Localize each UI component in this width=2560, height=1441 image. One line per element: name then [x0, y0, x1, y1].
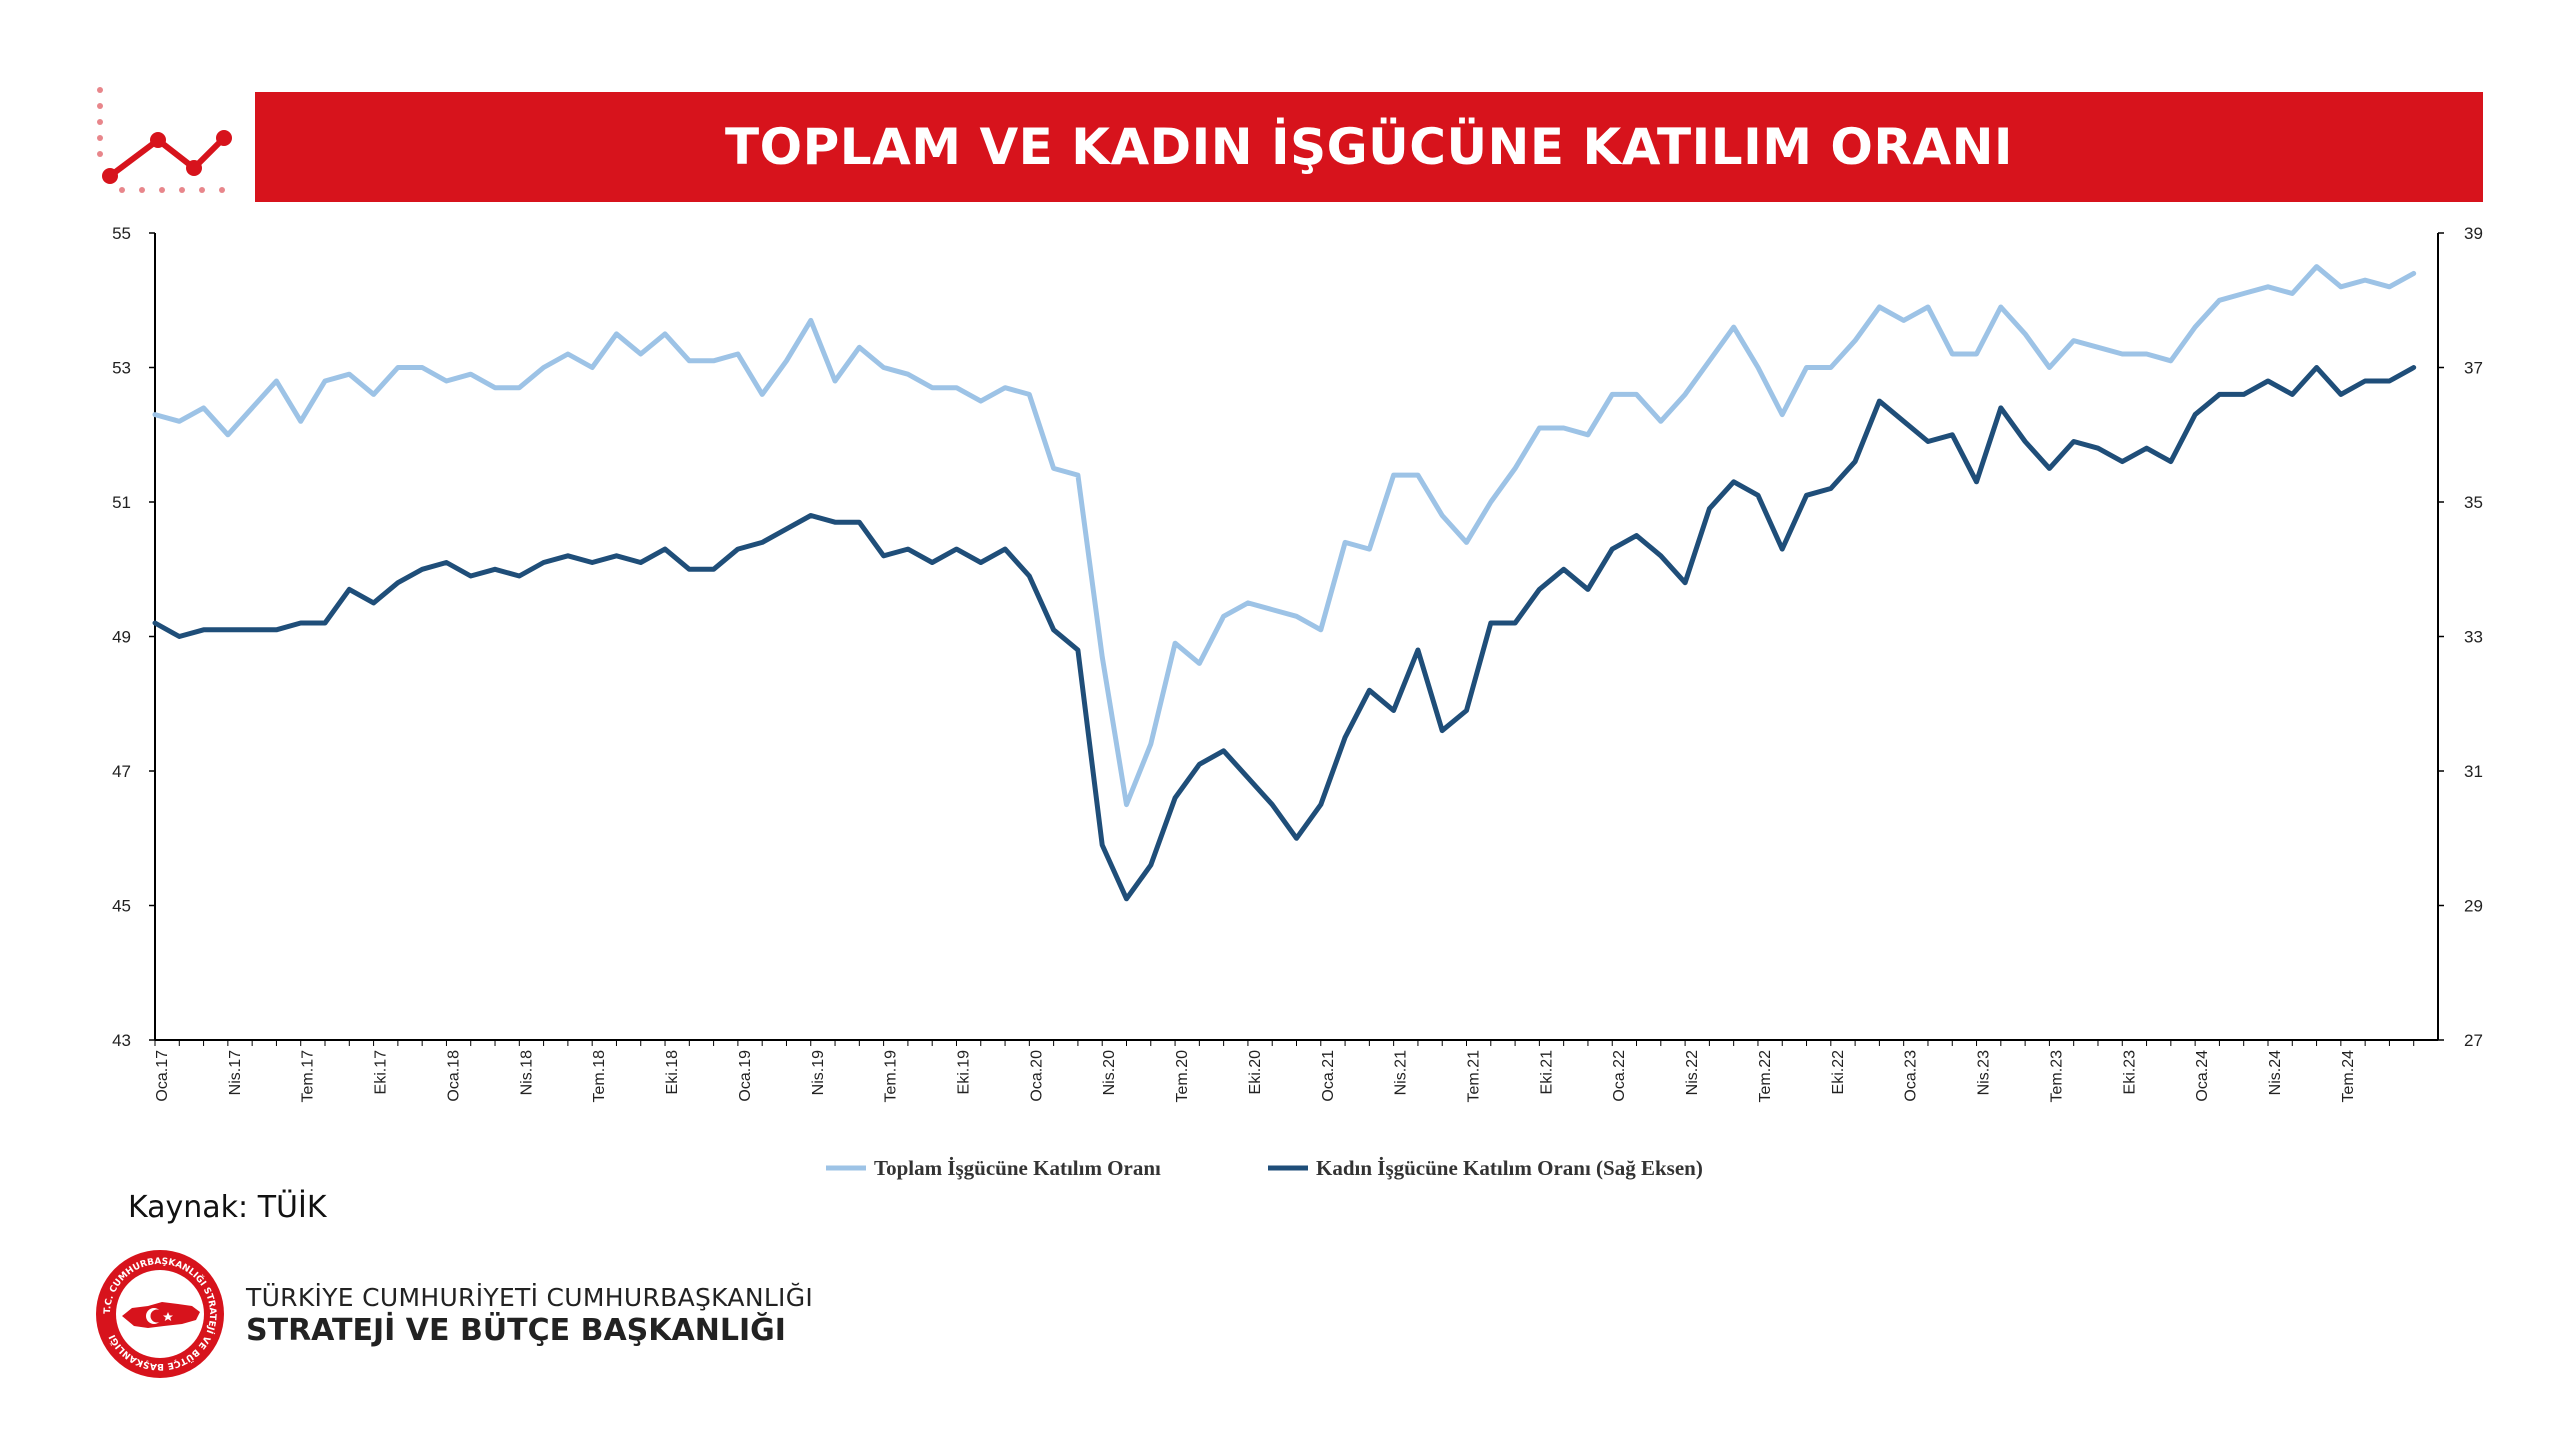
- right-tick-label: 33: [2464, 628, 2483, 647]
- source-note: Kaynak: TÜİK: [128, 1190, 327, 1225]
- right-tick-label: 39: [2464, 224, 2483, 243]
- x-tick-label: Tem.20: [1174, 1050, 1191, 1103]
- title-bar: TOPLAM VE KADIN İŞGÜCÜNE KATILIM ORANI: [255, 92, 2483, 202]
- right-tick-label: 31: [2464, 762, 2483, 781]
- x-tick-label: Tem.17: [300, 1050, 317, 1103]
- x-tick-label: Tem.22: [1757, 1050, 1774, 1103]
- x-tick-label: Tem.24: [2340, 1050, 2357, 1103]
- line-chart-icon: [97, 87, 232, 193]
- x-tick-label: Eki.21: [1538, 1050, 1555, 1095]
- x-tick-label: Eki.20: [1247, 1050, 1264, 1095]
- x-tick-label: Oca.24: [2194, 1050, 2211, 1102]
- left-tick-label: 53: [112, 359, 131, 378]
- org-name-line2: STRATEJİ VE BÜTÇE BAŞKANLIĞI: [246, 1313, 786, 1348]
- x-tick-label: Tem.23: [2048, 1050, 2065, 1103]
- x-tick-label: Nis.18: [518, 1050, 535, 1095]
- left-tick-label: 49: [112, 628, 131, 647]
- series-line-total: [152, 264, 2417, 808]
- x-tick-label: Eki.23: [2121, 1050, 2138, 1095]
- x-tick-label: Oca.19: [737, 1050, 754, 1102]
- x-tick-label: Eki.17: [373, 1050, 390, 1095]
- left-axis-ticks: 43 45 47 49 51 53 55: [112, 224, 155, 1050]
- x-tick-label: Oca.23: [1903, 1050, 1920, 1102]
- right-tick-label: 35: [2464, 493, 2483, 512]
- x-tick-label: Nis.24: [2267, 1050, 2284, 1095]
- x-tick-label: Tem.18: [591, 1050, 608, 1103]
- x-tick-label: Eki.22: [1830, 1050, 1847, 1095]
- x-tick-label: Oca.22: [1611, 1050, 1628, 1102]
- x-tick-label: Nis.17: [227, 1050, 244, 1095]
- series-line-women: [152, 365, 2417, 902]
- x-tick-label: Tem.19: [883, 1050, 900, 1103]
- x-tick-label: Tem.21: [1466, 1050, 1483, 1103]
- x-tick-label: Eki.18: [664, 1050, 681, 1095]
- left-tick-label: 45: [112, 897, 131, 916]
- page-title: TOPLAM VE KADIN İŞGÜCÜNE KATILIM ORANI: [724, 118, 2014, 176]
- legend-label-women: Kadın İşgücüne Katılım Oranı (Sağ Eksen): [1316, 1156, 1703, 1180]
- left-tick-label: 51: [112, 493, 131, 512]
- legend-label-total: Toplam İşgücüne Katılım Oranı: [874, 1156, 1161, 1180]
- legend: Toplam İşgücüne Katılım Oranı Kadın İşgü…: [826, 1156, 1703, 1180]
- right-axis-ticks: 27 29 31 33 35 37 39: [2438, 224, 2483, 1050]
- x-tick-label: Oca.21: [1320, 1050, 1337, 1102]
- turkey-map-seal-icon: T.C. CUMHURBAŞKANLIĞI STRATEJİ VE BÜTÇE …: [96, 1250, 224, 1378]
- right-tick-label: 29: [2464, 897, 2483, 916]
- left-tick-label: 43: [112, 1031, 131, 1050]
- x-axis-ticks: Oca.17 Nis.17 Tem.17 Eki.17 Oca.18 Nis.18 Tem.…: [154, 1040, 2415, 1103]
- x-tick-label: Nis.23: [1976, 1050, 1993, 1095]
- right-tick-label: 37: [2464, 359, 2483, 378]
- x-tick-label: Oca.17: [154, 1050, 171, 1102]
- x-tick-label: Nis.21: [1393, 1050, 1410, 1095]
- x-tick-label: Nis.19: [810, 1050, 827, 1095]
- x-tick-label: Nis.20: [1101, 1050, 1118, 1095]
- x-tick-label: Eki.19: [955, 1050, 972, 1095]
- left-tick-label: 55: [112, 224, 131, 243]
- chart-axes: [154, 233, 2439, 1041]
- left-tick-label: 47: [112, 762, 131, 781]
- x-tick-label: Nis.22: [1684, 1050, 1701, 1095]
- org-name-line1: TÜRKİYE CUMHURİYETİ CUMHURBAŞKANLIĞI: [246, 1283, 814, 1312]
- series-lines: [152, 264, 2417, 902]
- right-tick-label: 27: [2464, 1031, 2483, 1050]
- x-tick-label: Oca.18: [445, 1050, 462, 1102]
- x-tick-label: Oca.20: [1028, 1050, 1045, 1102]
